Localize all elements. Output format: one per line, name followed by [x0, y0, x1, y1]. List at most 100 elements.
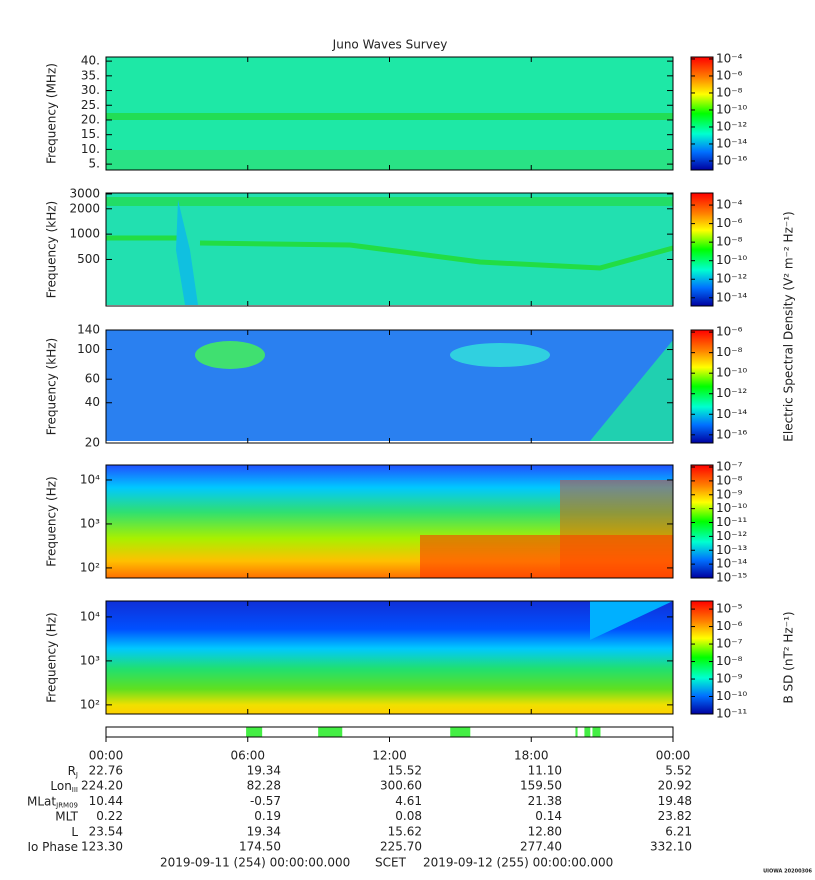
x-tick-label: 00:00	[89, 749, 124, 763]
y-tick-label: 40	[85, 395, 100, 409]
colorbar-tick-label: 10⁻¹²	[716, 386, 747, 400]
x-tick-label: 06:00	[230, 749, 265, 763]
ephemeris-value: 225.70	[380, 840, 422, 854]
ephemeris-label: LonIII	[50, 779, 78, 795]
spectral-feature	[450, 343, 550, 367]
y-axis-label: Frequency (kHz)	[45, 338, 59, 435]
colorbar-tick-label: 10⁻⁸	[716, 345, 743, 359]
y-tick-label: 25.	[81, 98, 100, 112]
colorbar-tick-label: 10⁻⁴	[716, 198, 743, 212]
colorbar-tick-label: 10⁻¹⁶	[716, 153, 747, 167]
y-tick-label: 40.	[81, 54, 100, 68]
colorbar-tick-label: 10⁻¹⁰	[716, 253, 747, 267]
y-tick-label: 140	[77, 323, 100, 337]
colorbar-tick-label: 10⁻⁴	[716, 51, 743, 65]
colorbar-tick-label: 10⁻⁵	[716, 602, 743, 616]
colorbar-tick-label: 10⁻⁹	[716, 672, 743, 686]
footer-stamp: UIOWA 20200306	[763, 869, 812, 875]
colorbar	[690, 464, 714, 579]
y-tick-label: 30.	[81, 83, 100, 97]
ephemeris-value: 22.76	[89, 764, 123, 778]
colorbar-tick-label: 10⁻¹⁵	[716, 571, 747, 585]
y-axis-label: Frequency (Hz)	[45, 476, 59, 567]
colorbar-tick-label: 10⁻⁶	[716, 325, 743, 339]
ephemeris-value: 224.20	[81, 779, 123, 793]
spectral-feature	[195, 341, 265, 369]
ephemeris-value: 23.82	[658, 809, 692, 823]
ephemeris-value: 23.54	[89, 824, 123, 838]
ephemeris-value: 0.19	[254, 809, 281, 823]
y-axis-label: Frequency (MHz)	[45, 63, 59, 164]
ephemeris-label-main: Lon	[50, 779, 71, 793]
status-interval	[592, 727, 601, 737]
colorbar-tick-label: 10⁻¹⁰	[716, 689, 747, 703]
x-tick-label: 18:00	[514, 749, 549, 763]
y-tick-label: 60	[85, 372, 100, 386]
colorbar-tick-label: 10⁻⁷	[716, 460, 743, 474]
ephemeris-value: 21.38	[528, 794, 562, 808]
colorbar-tick-label: 10⁻⁷	[716, 637, 743, 651]
y-axis-label: Frequency (kHz)	[45, 201, 59, 298]
ephemeris-value: 0.08	[395, 809, 422, 823]
y-tick-label: 10⁴	[80, 472, 100, 486]
spectral-band	[106, 197, 673, 206]
ephemeris-label-main: MLT	[55, 809, 78, 823]
spectral-feature	[590, 340, 673, 441]
footer-scet: SCET	[375, 856, 407, 870]
ephemeris-label: L	[71, 824, 78, 838]
x-tick-label: 12:00	[372, 749, 407, 763]
ephemeris-value: 174.50	[239, 840, 281, 854]
status-interval	[450, 727, 471, 737]
ephemeris-value: 0.14	[535, 809, 562, 823]
ephemeris-label-main: MLat	[27, 794, 56, 808]
ephemeris-value: 300.60	[380, 779, 422, 793]
footer-end: 2019-09-12 (255) 00:00:00.000	[423, 856, 613, 870]
colorbar-tick-label: 10⁻⁸	[716, 473, 743, 487]
y-tick-label: 20	[85, 436, 100, 450]
y-tick-label: 100	[77, 342, 100, 356]
ephemeris-value: 5.52	[665, 764, 692, 778]
y-axis-label: Frequency (Hz)	[45, 612, 59, 703]
y-tick-label: 3000	[69, 186, 100, 200]
ephemeris-value: 123.30	[81, 840, 123, 854]
ephemeris-value: 15.52	[388, 764, 422, 778]
colorbar-tick-label: 10⁻¹⁰	[716, 501, 747, 515]
colorbar-label: B SD (nT² Hz⁻¹)	[782, 611, 796, 703]
colorbar-tick-label: 10⁻¹⁴	[716, 290, 747, 304]
ephemeris-label: RJ	[68, 764, 78, 780]
ephemeris-label-main: R	[68, 764, 76, 778]
colorbar	[690, 192, 714, 307]
ephemeris-value: 159.50	[520, 779, 562, 793]
spectrogram	[106, 601, 673, 714]
footer-start: 2019-09-11 (254) 00:00:00.000	[160, 856, 350, 870]
colorbar-tick-label: 10⁻⁸	[716, 654, 743, 668]
ephemeris-label: Io Phase	[27, 840, 78, 854]
colorbar-tick-label: 10⁻¹⁶	[716, 427, 747, 441]
y-tick-label: 20.	[81, 112, 100, 126]
colorbar-tick-label: 10⁻¹¹	[716, 515, 747, 529]
y-tick-label: 10³	[80, 516, 100, 530]
y-tick-label: 10²	[80, 560, 100, 574]
ephemeris-label-main: L	[71, 824, 78, 838]
y-tick-label: 10.	[81, 142, 100, 156]
ephemeris-value: 277.40	[520, 840, 562, 854]
y-tick-label: 10⁴	[80, 609, 100, 623]
colorbar-tick-label: 10⁻⁹	[716, 487, 743, 501]
spectral-band	[106, 113, 673, 120]
colorbar-tick-label: 10⁻¹²	[716, 529, 747, 543]
colorbar-tick-label: 10⁻¹⁴	[716, 407, 747, 421]
colorbar-tick-label: 10⁻⁸	[716, 235, 743, 249]
ephemeris-value: 19.48	[658, 794, 692, 808]
spectral-feature	[176, 200, 198, 305]
y-tick-label: 500	[77, 252, 100, 266]
y-tick-label: 10³	[80, 653, 100, 667]
colorbar	[690, 329, 714, 444]
ephemeris-label: MLT	[55, 809, 78, 823]
colorbar-tick-label: 10⁻¹⁰	[716, 102, 747, 116]
y-tick-label: 2000	[69, 201, 100, 215]
ephemeris-label: MLatJRM09	[27, 794, 78, 810]
ephemeris-value: 15.62	[388, 824, 422, 838]
ephemeris-value: 0.22	[96, 809, 123, 823]
